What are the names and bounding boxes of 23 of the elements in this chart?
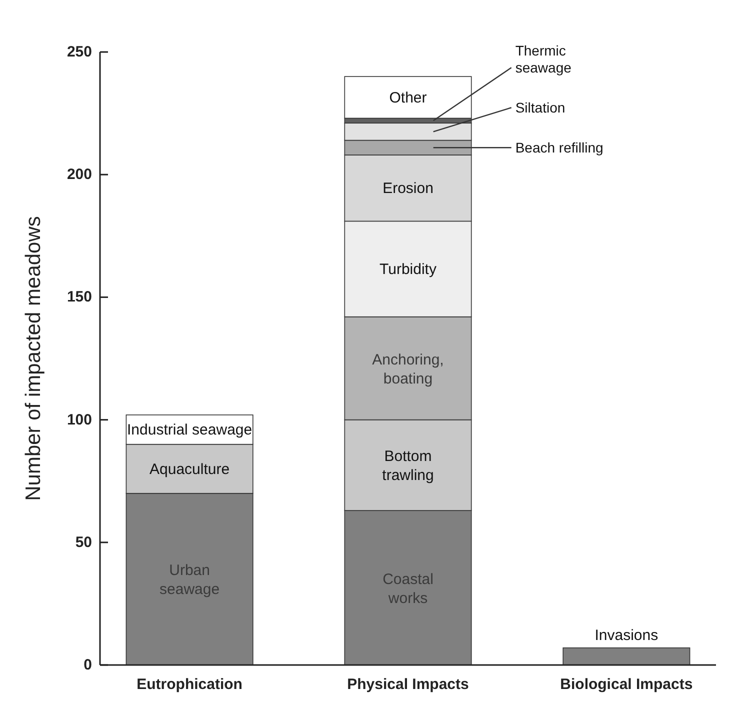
text: Thermic seawage (515, 42, 572, 76)
y-tick-label: 250 (66, 44, 92, 60)
series-label: Anchoring, boating (372, 350, 444, 387)
x-tick-label: Biological Impacts (560, 676, 693, 693)
y-tick-label: 50 (75, 534, 92, 551)
text: Beach refilling (515, 140, 604, 156)
y-axis-title: Number of impacted meadows (22, 216, 45, 501)
y-tick-label: 200 (66, 166, 92, 184)
series-label: Aquaculture (150, 460, 230, 478)
x-tick-label: Eutrophication (136, 676, 242, 693)
y-tick-label: 0 (84, 656, 92, 674)
series-label: Erosion (382, 180, 434, 197)
y-tick-label: 100 (66, 411, 92, 428)
text: Siltation (515, 100, 566, 116)
series-label: Invasions (594, 626, 658, 644)
x-tick-label: Physical Impacts (347, 676, 469, 693)
y-tick-label: 150 (66, 288, 92, 306)
series-label: Other (389, 88, 427, 106)
series-label: Urban seawage (160, 562, 220, 598)
series-label: Coastal works (382, 570, 434, 606)
series-label: Industrial seawage (127, 421, 252, 438)
series-label: Bottom trawling (382, 448, 434, 484)
series-label: Turbidity (380, 260, 437, 278)
